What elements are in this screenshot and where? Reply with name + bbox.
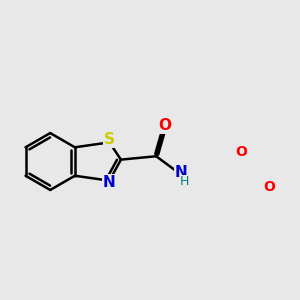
Text: N: N [174,165,187,180]
Text: O: O [263,180,275,194]
Text: S: S [104,132,115,147]
Text: N: N [103,175,116,190]
Text: H: H [180,175,189,188]
Text: O: O [236,145,247,159]
Text: O: O [158,118,171,133]
